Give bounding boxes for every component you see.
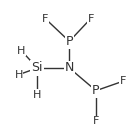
Text: H: H <box>17 46 25 56</box>
Text: F: F <box>93 116 99 126</box>
Text: F: F <box>42 14 49 24</box>
Text: P: P <box>66 35 73 48</box>
Text: F: F <box>119 76 126 86</box>
Text: F: F <box>88 14 94 24</box>
Text: N: N <box>65 61 74 75</box>
Text: Si: Si <box>32 61 43 75</box>
Text: P: P <box>92 84 100 97</box>
Text: H: H <box>33 90 42 100</box>
Text: H: H <box>14 70 23 80</box>
